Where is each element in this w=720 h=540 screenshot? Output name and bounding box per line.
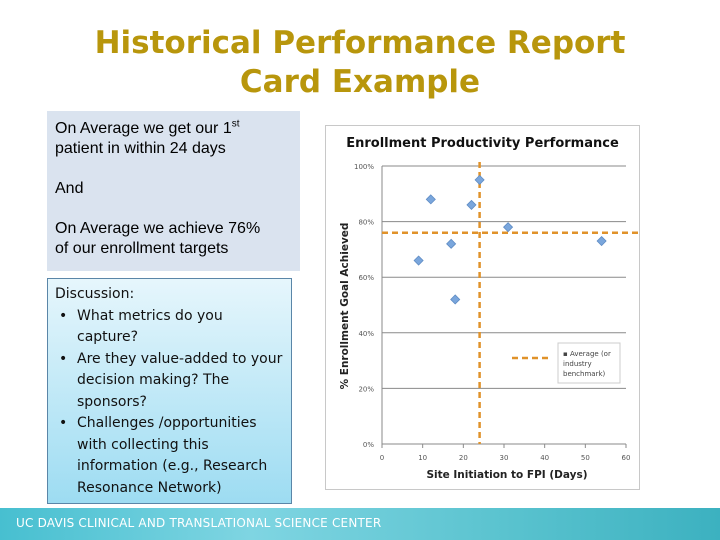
data-points <box>413 174 607 305</box>
svg-text:40: 40 <box>540 454 549 462</box>
scatter-chart: 0% 20% 40% 60% 80% 100% 0 10 20 30 40 50 60 Site In… <box>339 162 638 481</box>
slide-title-line1: Historical Performance Report <box>94 25 626 61</box>
data-point <box>474 174 485 185</box>
svg-text:30: 30 <box>500 454 509 462</box>
discussion-box: Discussion: What metrics do you capture?… <box>47 278 292 504</box>
x-tick-labels: 0 10 20 30 40 50 60 <box>380 454 631 462</box>
data-point <box>450 294 461 305</box>
svg-text:20: 20 <box>459 454 468 462</box>
svg-text:100%: 100% <box>354 163 374 171</box>
chart-title: Enrollment Productivity Performance <box>346 136 619 151</box>
data-point <box>446 238 457 249</box>
data-point <box>503 222 514 233</box>
summary-box: On Average we get our 1st patient in wit… <box>47 111 300 271</box>
legend-text-1: ▪ Average (or <box>563 350 611 358</box>
svg-text:80%: 80% <box>358 219 374 227</box>
svg-text:10: 10 <box>418 454 427 462</box>
summary-line1-sup: st <box>231 118 240 130</box>
footer-banner: UC DAVIS CLINICAL AND TRANSLATIONAL SCIE… <box>0 508 720 540</box>
summary-line4: On Average we achieve 76% <box>55 220 261 237</box>
slide-title-line2: Card Example <box>239 64 481 100</box>
summary-line3: And <box>55 180 84 197</box>
data-point <box>596 235 607 247</box>
discussion-heading: Discussion: <box>55 286 135 302</box>
legend-text-3: benchmark) <box>563 370 606 378</box>
chart-container: Enrollment Productivity Performance 0% 20… <box>325 125 640 490</box>
legend-text-2: industry <box>563 360 592 368</box>
svg-text:40%: 40% <box>358 330 374 338</box>
discussion-list: What metrics do you capture? Are they va… <box>55 306 284 500</box>
svg-text:0: 0 <box>380 454 384 462</box>
summary-line2: patient in within 24 days <box>55 140 226 157</box>
svg-text:60: 60 <box>622 454 631 462</box>
svg-text:20%: 20% <box>358 385 374 393</box>
data-point <box>425 194 436 205</box>
y-tick-labels: 0% 20% 40% 60% 80% 100% <box>354 163 374 449</box>
y-axis-label: % Enrollment Goal Achieved <box>339 223 351 390</box>
discussion-item: Challenges /opportunities with collectin… <box>55 413 284 499</box>
x-axis-label: Site Initiation to FPI (Days) <box>426 469 587 481</box>
svg-text:0%: 0% <box>363 441 374 449</box>
discussion-item: What metrics do you capture? <box>55 306 284 349</box>
average-reference-lines <box>382 162 638 444</box>
data-point <box>466 199 477 210</box>
discussion-item: Are they value-added to your decision ma… <box>55 349 284 414</box>
gridlines <box>381 165 627 448</box>
summary-line1: On Average we get our 1st <box>55 119 292 139</box>
summary-line5: of our enrollment targets <box>55 240 229 257</box>
slide-title: Historical Performance Report Card Examp… <box>60 24 660 102</box>
data-point <box>413 255 424 266</box>
svg-text:50: 50 <box>581 454 590 462</box>
footer-text: UC DAVIS CLINICAL AND TRANSLATIONAL SCIE… <box>16 516 382 530</box>
svg-text:60%: 60% <box>358 274 374 282</box>
summary-line1-text: On Average we get our 1 <box>55 120 232 137</box>
legend: ▪ Average (or industry benchmark) <box>512 342 621 384</box>
